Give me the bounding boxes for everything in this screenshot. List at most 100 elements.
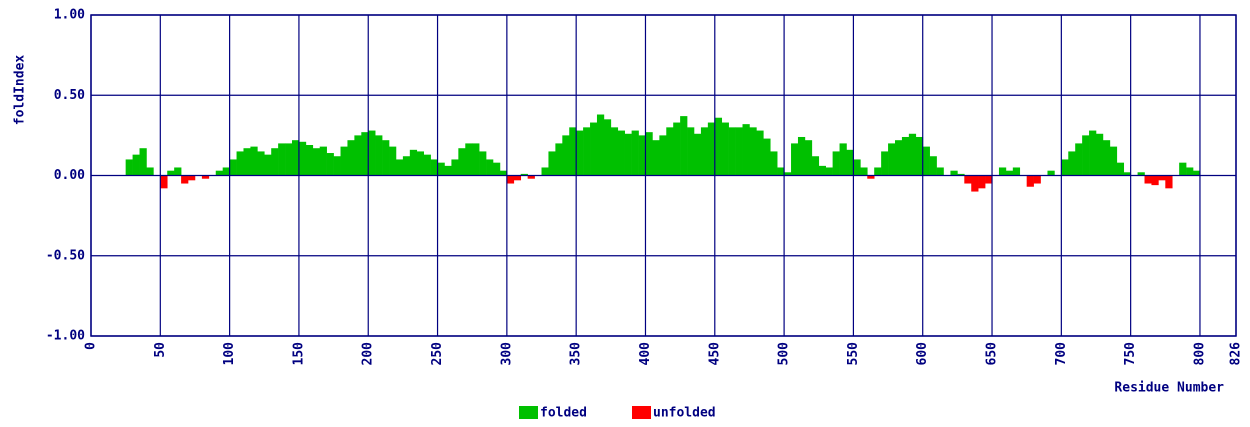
fold-bar [389,146,397,176]
x-tick-label: 250 [430,342,445,366]
fold-bar [700,127,709,176]
fold-bar [1033,175,1041,184]
legend-label: folded [540,406,587,421]
fold-bar [881,151,889,176]
fold-bar [423,154,431,176]
fold-bar [680,116,688,176]
fold-bar [298,141,307,176]
fold-bar [742,124,750,176]
fold-bar [832,151,840,176]
x-tick-label: 200 [361,342,376,366]
y-tick-label: -0.50 [46,248,85,263]
fold-bar [860,167,868,176]
fold-bar [1137,172,1145,176]
fold-bar [395,159,404,176]
fold-bar [777,167,785,176]
x-axis-label: Residue Number [1114,381,1224,396]
fold-bar [1026,175,1034,187]
fold-bar [1047,170,1055,176]
fold-bar [673,122,681,176]
fold-bar [707,122,716,176]
fold-bar [687,127,695,176]
fold-bar [160,175,168,189]
fold-bar [867,175,875,179]
fold-bar [215,170,223,176]
fold-bar [971,175,979,192]
fold-bar [181,175,189,184]
fold-bar [583,127,591,176]
x-tick-label: 350 [569,342,584,366]
fold-bar [811,156,820,176]
fold-bar [1089,130,1097,176]
fold-bar [936,167,944,176]
fold-bar [555,143,563,176]
fold-bar [278,143,286,176]
legend-swatch [519,406,538,419]
fold-bar [229,159,237,176]
fold-bar [596,114,605,176]
fold-bar [915,136,924,176]
fold-bar [250,146,258,176]
fold-bar [770,151,778,176]
fold-bar [174,167,182,176]
fold-bar [1116,162,1125,176]
fold-bar [125,159,133,176]
fold-bar [1165,175,1173,189]
fold-bar [451,159,459,176]
fold-bar [271,148,279,176]
fold-bar [416,151,424,176]
fold-bar [222,167,230,176]
fold-bar [846,149,854,176]
fold-bar [1158,175,1166,181]
fold-bar [305,145,314,176]
fold-bar [1109,146,1118,176]
fold-bar [797,136,806,176]
fold-bar [659,135,667,176]
fold-bar [1186,167,1194,176]
fold-bar [479,151,487,176]
y-tick-label: 0.50 [54,88,85,103]
x-tick-label: 100 [222,342,237,366]
fold-bar [354,135,362,176]
fold-bar [499,170,508,176]
fold-bar [326,153,334,176]
fold-bar [548,151,556,176]
fold-bar [513,175,522,181]
fold-bar [1151,175,1159,186]
x-tick-label: 400 [638,342,653,366]
x-tick-label: 600 [915,342,930,366]
fold-bar [167,170,175,176]
x-tick-label: 150 [291,342,306,366]
fold-bar [576,130,584,176]
fold-bar [492,162,501,176]
legend-label: unfolded [653,406,716,421]
fold-bar [264,154,272,176]
fold-bar [472,143,480,176]
fold-bar [652,140,660,176]
fold-bar [853,159,861,176]
fold-bar [430,159,438,176]
fold-bar [978,175,986,189]
x-tick-label: 500 [777,342,792,366]
fold-bar [922,146,930,176]
fold-bar [638,135,646,176]
fold-bar [361,132,369,176]
fold-bar [188,175,196,181]
fold-bar [998,167,1007,176]
fold-bar [624,133,632,176]
fold-bar [1102,140,1111,176]
fold-bar [520,173,528,176]
fold-bar [340,146,348,176]
fold-bar [1005,170,1014,176]
fold-bar [201,175,210,179]
plot-frame [90,14,1237,337]
fold-bar [888,143,896,176]
fold-bar [721,122,729,176]
fold-bar [590,122,598,176]
x-tick-label: 700 [1054,342,1069,366]
fold-bar [139,148,147,176]
fold-bar [1193,170,1201,176]
y-tick-label: -1.00 [46,329,85,344]
fold-bar [645,132,653,176]
fold-bar [562,135,570,176]
